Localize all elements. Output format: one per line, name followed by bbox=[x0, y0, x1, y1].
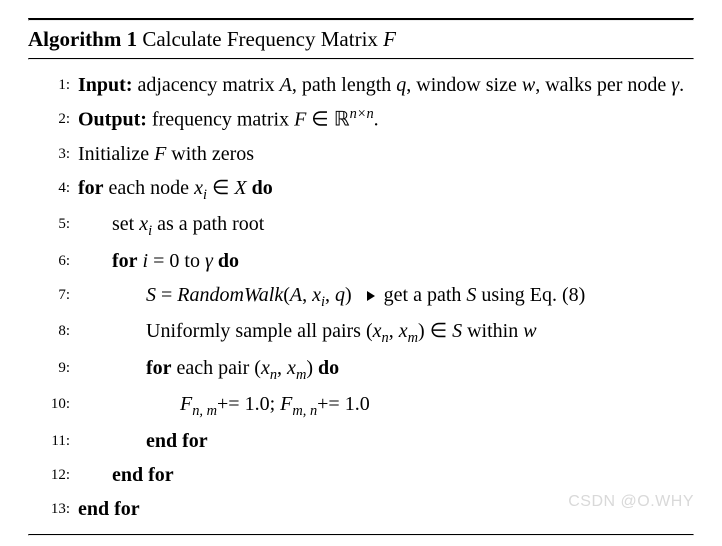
l5-text1: set bbox=[112, 213, 134, 235]
line-for-gamma: for i = 0 to γ do bbox=[28, 244, 694, 278]
line-input: Input: adjacency matrix A, path length q… bbox=[28, 68, 694, 102]
watermark: CSDN @O.WHY bbox=[568, 493, 694, 511]
l4-xi: xi bbox=[194, 177, 207, 199]
l6-lim: γ bbox=[205, 250, 213, 272]
line-for-pairs: for each pair (xn, xm) do bbox=[28, 351, 694, 387]
l5-xi: xi bbox=[139, 213, 152, 235]
l3-tail: with zeros bbox=[171, 143, 254, 165]
algorithm-title: Algorithm 1 Calculate Frequency Matrix F bbox=[28, 21, 694, 58]
l8-text1: Uniformly sample all pairs bbox=[146, 320, 361, 342]
l8-set: S bbox=[452, 320, 462, 342]
l7-comment-lead: get a path bbox=[384, 284, 462, 306]
l4-set: X bbox=[234, 177, 246, 199]
algorithm-lines: Input: adjacency matrix A, path length q… bbox=[28, 68, 694, 526]
line-set-root: set xi as a path root bbox=[28, 207, 694, 243]
input-label: Input: bbox=[78, 74, 132, 96]
mid-rule bbox=[28, 58, 694, 60]
input-item-2-sym: w bbox=[522, 74, 535, 96]
endfor-3: end for bbox=[78, 498, 140, 520]
l4-for: for bbox=[78, 177, 104, 199]
l7-comment-var: S bbox=[466, 284, 476, 306]
input-item-3-name: walks per node bbox=[545, 74, 666, 96]
title-label: Algorithm 1 bbox=[28, 27, 137, 51]
l6-do: do bbox=[218, 250, 239, 272]
l6-to: to bbox=[184, 250, 200, 272]
l3-sym: F bbox=[154, 143, 166, 165]
input-item-1-name: path length bbox=[302, 74, 391, 96]
title-var: F bbox=[383, 27, 396, 51]
l8-text2: within bbox=[467, 320, 518, 342]
line-init: Initialize F with zeros bbox=[28, 137, 694, 171]
output-set: ℝ bbox=[334, 109, 350, 131]
l6-eq: = 0 bbox=[153, 250, 179, 272]
line-for-nodes: for each node xi ∈ X do bbox=[28, 171, 694, 207]
comment-marker-icon bbox=[367, 291, 375, 301]
input-item-1-sym: q bbox=[396, 74, 406, 96]
line-output: Output: frequency matrix F ∈ ℝn×n. bbox=[28, 102, 694, 137]
l8-in: ∈ bbox=[430, 320, 447, 342]
bottom-rule bbox=[28, 534, 694, 536]
eq-sign: = bbox=[161, 284, 172, 306]
output-label: Output: bbox=[78, 109, 147, 131]
line-update-F: Fn, m+= 1.0; Fm, n+= 1.0 bbox=[28, 387, 694, 423]
endfor-1: end for bbox=[146, 430, 208, 452]
line-sample-pairs: Uniformly sample all pairs (xn, xm) ∈ S … bbox=[28, 314, 694, 350]
in-symbol: ∈ bbox=[311, 109, 328, 131]
endfor-2: end for bbox=[112, 464, 174, 486]
line-endfor-gamma: end for bbox=[28, 458, 694, 492]
l6-var: i bbox=[143, 250, 149, 272]
input-item-2-name: window size bbox=[416, 74, 517, 96]
l8-win: w bbox=[523, 320, 536, 342]
l4-in: ∈ bbox=[212, 177, 229, 199]
line-randomwalk: S = RandomWalk(A, xi, q) get a path S us… bbox=[28, 278, 694, 314]
input-item-3-sym: γ bbox=[671, 74, 679, 96]
l3-text: Initialize bbox=[78, 143, 149, 165]
l4-text: each node bbox=[109, 177, 190, 199]
l7-comment-tail: using Eq. (8) bbox=[481, 284, 585, 306]
input-item-0-name: adjacency matrix bbox=[137, 74, 274, 96]
l9-for: for bbox=[146, 357, 172, 379]
output-dim: n×n bbox=[350, 106, 374, 122]
l5-text2: as a path root bbox=[157, 213, 264, 235]
l4-do: do bbox=[252, 177, 273, 199]
line-endfor-pairs: end for bbox=[28, 424, 694, 458]
input-item-0-sym: A bbox=[280, 74, 292, 96]
algorithm-block: Algorithm 1 Calculate Frequency Matrix F… bbox=[0, 0, 722, 546]
l7-lhs: S bbox=[146, 284, 156, 306]
output-sym: F bbox=[294, 109, 306, 131]
l9-text: each pair bbox=[177, 357, 250, 379]
l6-for: for bbox=[112, 250, 138, 272]
l9-do: do bbox=[318, 357, 339, 379]
title-text: Calculate Frequency Matrix bbox=[142, 27, 378, 51]
output-text: frequency matrix bbox=[152, 109, 289, 131]
l7-fn: RandomWalk bbox=[177, 284, 283, 306]
